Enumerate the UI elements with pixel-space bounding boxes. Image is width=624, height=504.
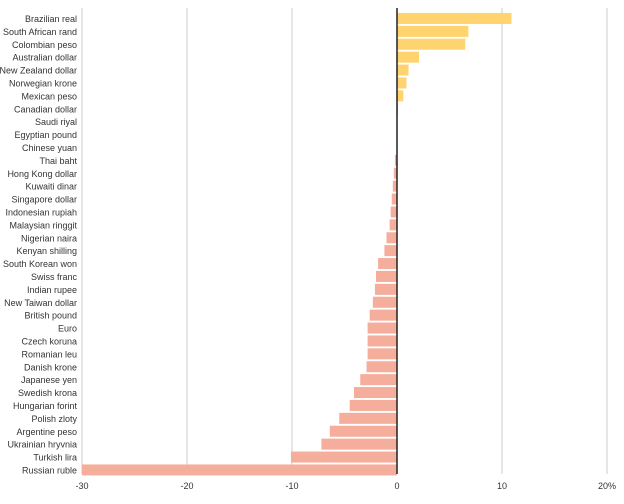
bar [391,193,397,205]
x-tick-label: -20 [180,481,193,491]
bar [372,296,397,308]
x-tick-label: -30 [75,481,88,491]
category-label: Hong Kong dollar [7,169,77,179]
category-label: New Zealand dollar [0,66,77,76]
bar [367,335,397,347]
bar [82,464,397,476]
category-label: Colombian peso [12,40,77,50]
bar [367,348,397,360]
bar [394,154,397,166]
bar [290,451,397,463]
category-label: Singapore dollar [11,195,77,205]
bar [353,387,397,399]
bar [378,258,397,270]
category-label: Indian rupee [27,285,77,295]
category-label: Turkish lira [33,453,77,463]
bar [384,245,397,257]
category-label: Euro [58,324,77,334]
category-label: Chinese yuan [22,143,77,153]
category-label: Kuwaiti dinar [25,182,77,192]
bar [329,425,397,437]
bar [393,167,397,179]
category-label: Japanese yen [21,375,77,385]
category-label: Hungarian forint [13,401,78,411]
category-label: British pound [24,311,77,321]
category-label: Canadian dollar [14,104,77,114]
category-label: Australian dollar [12,53,77,63]
category-label: Czech koruna [21,336,77,346]
category-label: Danish krone [24,362,77,372]
category-label: Polish zloty [31,414,77,424]
category-label: Russian ruble [22,465,77,475]
bar [390,206,397,218]
bar [339,412,397,424]
category-label: Mexican peso [21,91,77,101]
bar [397,12,512,24]
category-label: Saudi riyal [35,117,77,127]
category-label: Indonesian rupiah [5,207,77,217]
bar [386,232,397,244]
bar [374,283,397,295]
category-label: Swiss franc [31,272,78,282]
x-tick-label: 10 [497,481,507,491]
bar [376,270,397,282]
bar [369,309,397,321]
x-tick-label: -10 [285,481,298,491]
category-label: Egyptian pound [14,130,77,140]
category-label: New Taiwan dollar [4,298,77,308]
category-label: Malaysian ringgit [9,220,77,230]
category-label: South African rand [3,27,77,37]
category-label: South Korean won [3,259,77,269]
bar [367,322,397,334]
bar [321,438,397,450]
bar [397,77,407,89]
category-label: Romanian leu [21,349,77,359]
category-label: Brazilian real [25,14,77,24]
bar [397,51,420,63]
category-label: Norwegian krone [9,78,77,88]
grid-lines [81,8,608,474]
x-tick-label: 20% [598,481,616,491]
bars [82,12,512,476]
category-labels: Brazilian real South African rand Colombia… [0,14,77,476]
bar [366,361,397,373]
x-tick-label: 0 [394,481,399,491]
category-label: Thai baht [39,156,77,166]
bar [389,219,397,231]
bar [397,64,409,76]
category-label: Nigerian naira [21,233,77,243]
category-label: Ukrainian hryvnia [7,440,77,450]
category-label: Kenyan shilling [16,246,77,256]
category-label: Argentine peso [16,427,77,437]
bar [360,374,397,386]
bar [397,38,466,50]
bar [349,399,397,411]
category-label: Swedish krona [18,388,77,398]
bar [397,25,469,37]
bar [397,90,404,102]
x-axis-tick-labels: -30 -20 -10 0 10 20% [75,481,616,491]
bar [392,180,397,192]
